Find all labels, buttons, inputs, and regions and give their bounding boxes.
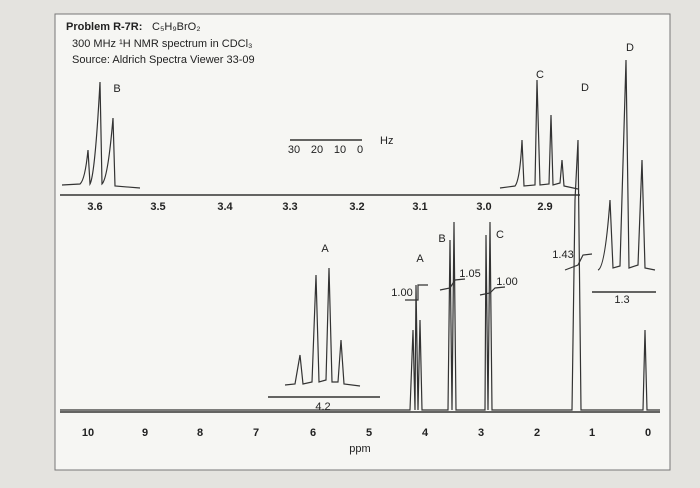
inset-d-tick: 1.3 [614,294,629,306]
inset-tick-label: 2.9 [537,201,552,213]
main-tick-label: 2 [534,427,540,439]
main-tick-label: 0 [645,427,651,439]
peak-label: B [113,83,120,95]
integration-label: 1.00 [496,276,517,288]
main-tick-label: 10 [82,427,94,439]
source: Source: Aldrich Spectra Viewer 33-09 [72,54,255,66]
main-tick-label: 4 [422,427,429,439]
inset-tick-label: 3.3 [282,201,297,213]
conditions: 300 MHz ¹H NMR spectrum in CDCl₃ [72,38,253,50]
peak-label: A [321,243,329,255]
integration-label: 1.05 [459,268,480,280]
inset-tick-label: 3.5 [150,201,165,213]
integration-label: 1.00 [391,287,412,299]
peak-label: A [416,253,424,265]
inset-tick-label: 3.6 [87,201,102,213]
hz-tick-label: 0 [357,144,363,156]
problem: Problem R-7R: [66,21,142,33]
peak-label: B [438,233,445,245]
hz-unit: Hz [380,135,393,147]
hz-tick-label: 20 [311,144,323,156]
peak-label: C [496,229,504,241]
peak-a-inset [284,267,361,387]
inset-tick-label: 3.2 [349,201,364,213]
peak-c-inset [499,79,579,190]
inset-a-tick: 4.2 [315,401,330,413]
inset-tick-label: 3.1 [412,201,427,213]
paper-frame [54,13,671,471]
main-tick-label: 3 [478,427,484,439]
ppm-label: ppm [349,443,370,455]
inset-tick-label: 3.0 [476,201,491,213]
inset-tick-label: 3.4 [217,201,233,213]
peak-label: D [626,42,634,54]
main-tick-label: 1 [589,427,595,439]
peak-label: C [536,69,544,81]
main-tick-label: 7 [253,427,259,439]
formula: C₅H₉BrO₂ [152,21,201,33]
main-tick-label: 6 [310,427,316,439]
main-spectrum [60,139,660,411]
integration-label: 1.43 [552,249,573,261]
hz-tick-label: 10 [334,144,346,156]
main-tick-label: 9 [142,427,148,439]
main-tick-label: 8 [197,427,203,439]
peak-label: D [581,82,589,94]
main-tick-label: 5 [366,427,372,439]
hz-tick-label: 30 [288,144,300,156]
peak-d-inset [597,59,656,271]
peak-b-inset [61,81,141,189]
integration-curves [405,253,593,301]
